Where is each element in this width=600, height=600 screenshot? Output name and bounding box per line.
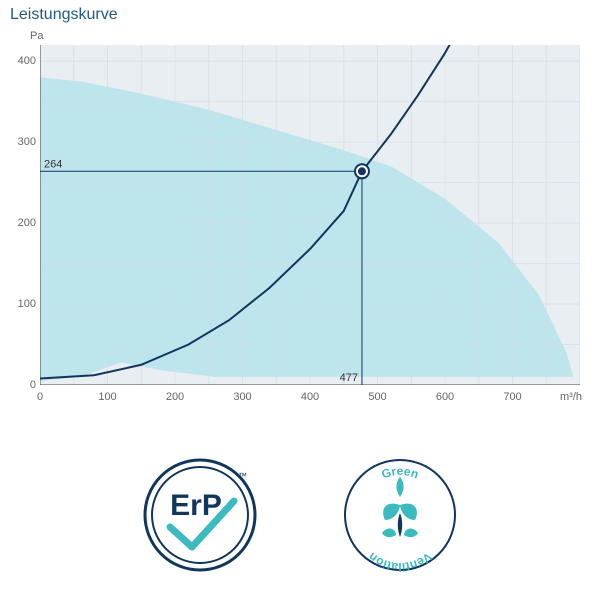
y-axis-label: Pa (30, 30, 43, 42)
x-tick: 0 (37, 391, 43, 403)
x-tick: 500 (368, 391, 386, 403)
x-axis-label: m³/h (560, 391, 582, 403)
svg-text:™: ™ (238, 471, 247, 481)
x-tick: 100 (98, 391, 116, 403)
page: Leistungskurve Pa 264 477 0 100 200 300 400 0… (0, 0, 600, 600)
green-ventilation-badge: Green Ventilation (340, 455, 460, 575)
svg-text:477: 477 (340, 372, 358, 384)
y-tick: 400 (12, 55, 36, 67)
x-tick: 600 (436, 391, 454, 403)
erp-badge: ErP ™ (140, 455, 260, 575)
x-tick: 300 (233, 391, 251, 403)
x-tick: 400 (301, 391, 319, 403)
y-tick: 300 (12, 136, 36, 148)
green-ventilation-icon: Green Ventilation (340, 455, 460, 575)
page-title: Leistungskurve (10, 6, 118, 24)
chart-svg: 264 477 (40, 45, 580, 385)
erp-icon: ErP ™ (140, 455, 260, 575)
svg-text:ErP: ErP (170, 489, 222, 522)
x-tick: 700 (503, 391, 521, 403)
y-tick: 100 (12, 298, 36, 310)
svg-text:264: 264 (44, 158, 62, 170)
badges-row: ErP ™ Green Ventilation (0, 440, 600, 590)
y-tick: 200 (12, 217, 36, 229)
x-tick: 200 (166, 391, 184, 403)
y-tick: 0 (12, 379, 36, 391)
performance-chart: 264477 0100200300400 0100200300400500600… (40, 45, 580, 385)
